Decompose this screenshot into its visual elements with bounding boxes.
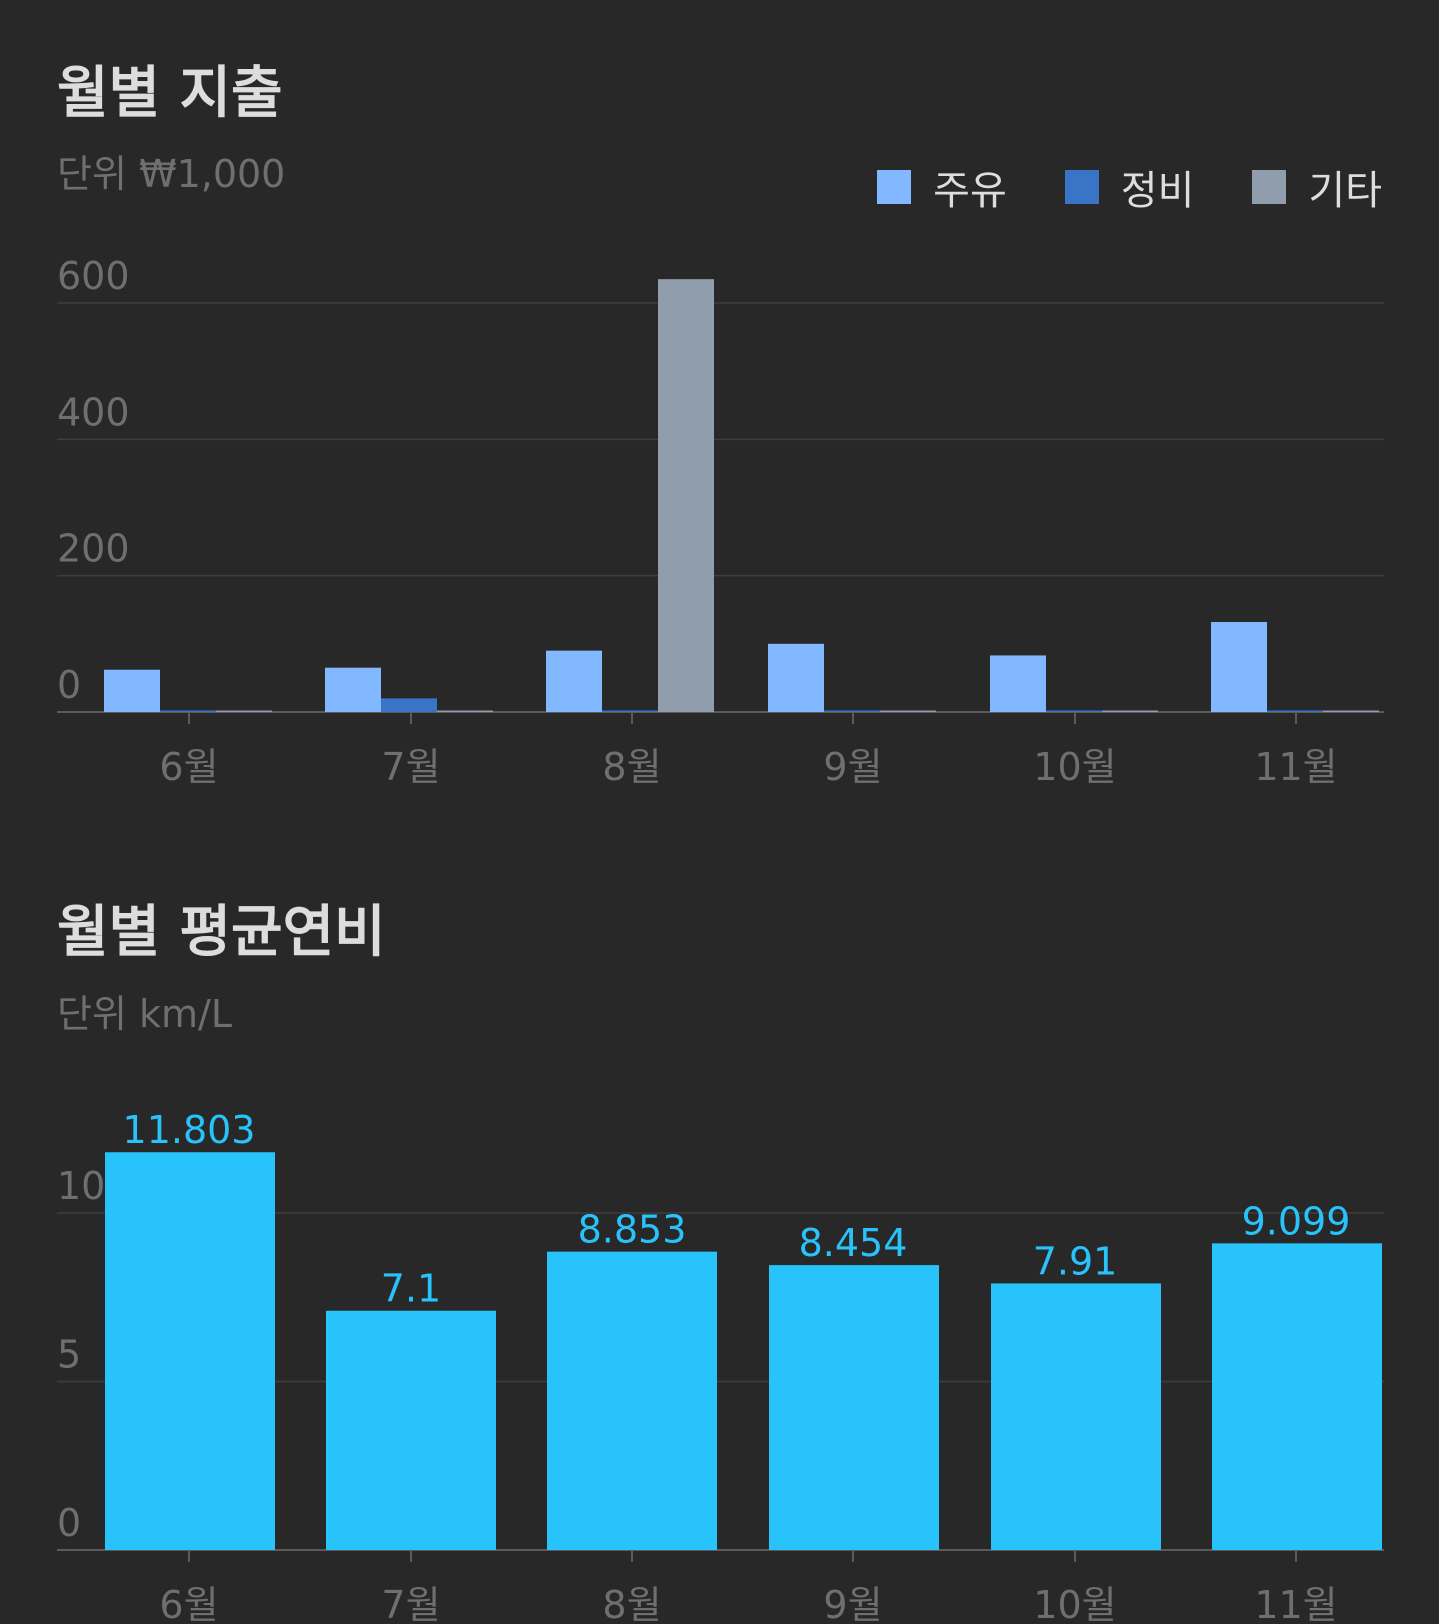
expense-bar-maintenance (381, 698, 437, 712)
expense-bar-maintenance (1046, 710, 1102, 712)
legend-label-other: 기타 (1308, 168, 1382, 214)
efficiency-bar (326, 1310, 496, 1550)
legend-item-other[interactable]: 기타 (1252, 158, 1382, 216)
expense-bar-fuel (990, 655, 1046, 712)
efficiency-chart-title: 월별 평균연비 (57, 900, 386, 965)
expense-bar-fuel (546, 650, 602, 712)
legend-label-fuel: 주유 (933, 168, 1007, 214)
expense-y-tick-label: 400 (57, 390, 130, 434)
expense-y-tick-label: 0 (57, 663, 81, 707)
efficiency-x-tick-label: 11월 (1254, 1583, 1337, 1624)
expense-x-tick-label: 6월 (159, 745, 218, 789)
expense-bar-chart: 0 200 400 600 6월 7월 8월 9월 10월 11월 (57, 254, 1384, 789)
expense-x-tick-label: 11월 (1254, 745, 1337, 789)
efficiency-bar (547, 1251, 717, 1550)
expense-chart-title: 월별 지출 (57, 61, 283, 126)
efficiency-bar (991, 1283, 1161, 1550)
expense-x-tick-label: 8월 (602, 745, 661, 789)
efficiency-bar (105, 1152, 275, 1550)
efficiency-y-tick-label: 5 (57, 1333, 81, 1377)
efficiency-x-tick-label: 9월 (823, 1583, 882, 1624)
efficiency-data-label: 8.853 (578, 1208, 687, 1252)
expense-x-tick-label: 9월 (823, 745, 882, 789)
expense-bar-maintenance (1267, 710, 1323, 712)
legend-swatch-other (1252, 170, 1287, 204)
expense-bar-other (216, 710, 272, 712)
efficiency-y-tick-label: 0 (57, 1501, 81, 1545)
efficiency-data-label: 7.1 (381, 1267, 441, 1311)
expense-bar-maintenance (824, 710, 880, 712)
legend-swatch-maintenance (1064, 170, 1099, 204)
efficiency-x-tick-label: 6월 (159, 1583, 218, 1624)
efficiency-x-tick-label: 8월 (602, 1583, 661, 1624)
efficiency-x-tick-label: 7월 (381, 1583, 440, 1624)
expense-chart-legend: 주유 정비 기타 (819, 158, 1382, 216)
expense-bar-other (437, 710, 493, 712)
efficiency-data-label: 7.91 (1033, 1239, 1118, 1283)
expense-bar-maintenance (160, 710, 216, 712)
efficiency-data-label: 9.099 (1242, 1199, 1351, 1243)
efficiency-data-label: 8.454 (799, 1221, 908, 1265)
expense-bar-fuel (1211, 622, 1267, 712)
legend-item-maintenance[interactable]: 정비 (1064, 158, 1195, 216)
legend-label-maintenance: 정비 (1120, 168, 1195, 214)
expense-y-tick-label: 600 (57, 254, 130, 298)
expense-chart-unit: 단위 ₩1,000 (57, 152, 286, 196)
expense-bar-fuel (104, 669, 160, 712)
expense-x-tick-label: 10월 (1033, 745, 1116, 789)
efficiency-data-label: 11.803 (123, 1108, 256, 1152)
expense-bar-fuel (325, 667, 381, 712)
legend-item-fuel[interactable]: 주유 (877, 158, 1007, 216)
efficiency-y-tick-label: 10 (57, 1164, 105, 1208)
expense-bar-other (1102, 710, 1158, 712)
legend-swatch-fuel (877, 170, 912, 204)
expense-bar-other (1323, 710, 1379, 712)
expense-bar-maintenance (602, 710, 658, 712)
efficiency-bar-chart: 0 5 10 11.803 6월 7.1 7월 8.853 8월 8.454 9월 7.91 10월 9.… (57, 1108, 1384, 1624)
efficiency-bar (769, 1265, 939, 1550)
expense-bar-other (658, 279, 714, 712)
expense-bar-other (880, 710, 936, 712)
expense-bar-fuel (768, 643, 824, 712)
efficiency-x-tick-label: 10월 (1033, 1583, 1116, 1624)
efficiency-chart-unit: 단위 km/L (57, 992, 232, 1036)
expense-x-tick-label: 7월 (381, 745, 440, 789)
expense-y-tick-label: 200 (57, 527, 130, 571)
efficiency-bar (1212, 1243, 1382, 1550)
